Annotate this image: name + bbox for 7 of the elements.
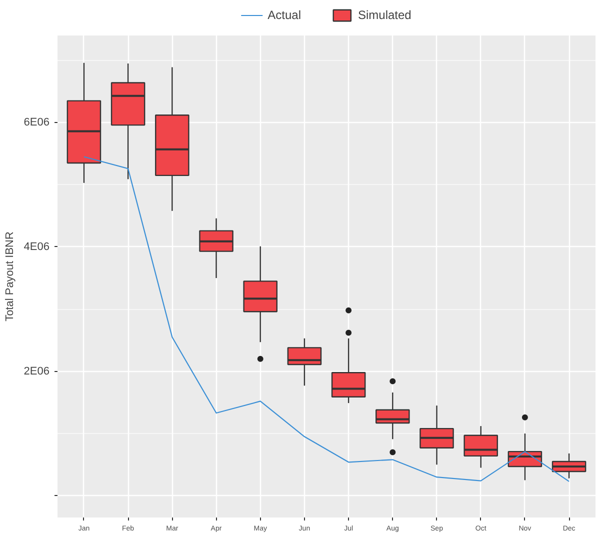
line-series	[83, 156, 570, 482]
y-tick-label: 4E06	[24, 240, 50, 253]
y-tick-label: 2E06	[24, 365, 50, 378]
legend-label: Actual	[268, 8, 301, 22]
y-tick-label: 6E06	[24, 116, 50, 129]
legend-label: Simulated	[358, 8, 412, 22]
y-axis-title: Total Payout IBNR	[4, 232, 16, 322]
